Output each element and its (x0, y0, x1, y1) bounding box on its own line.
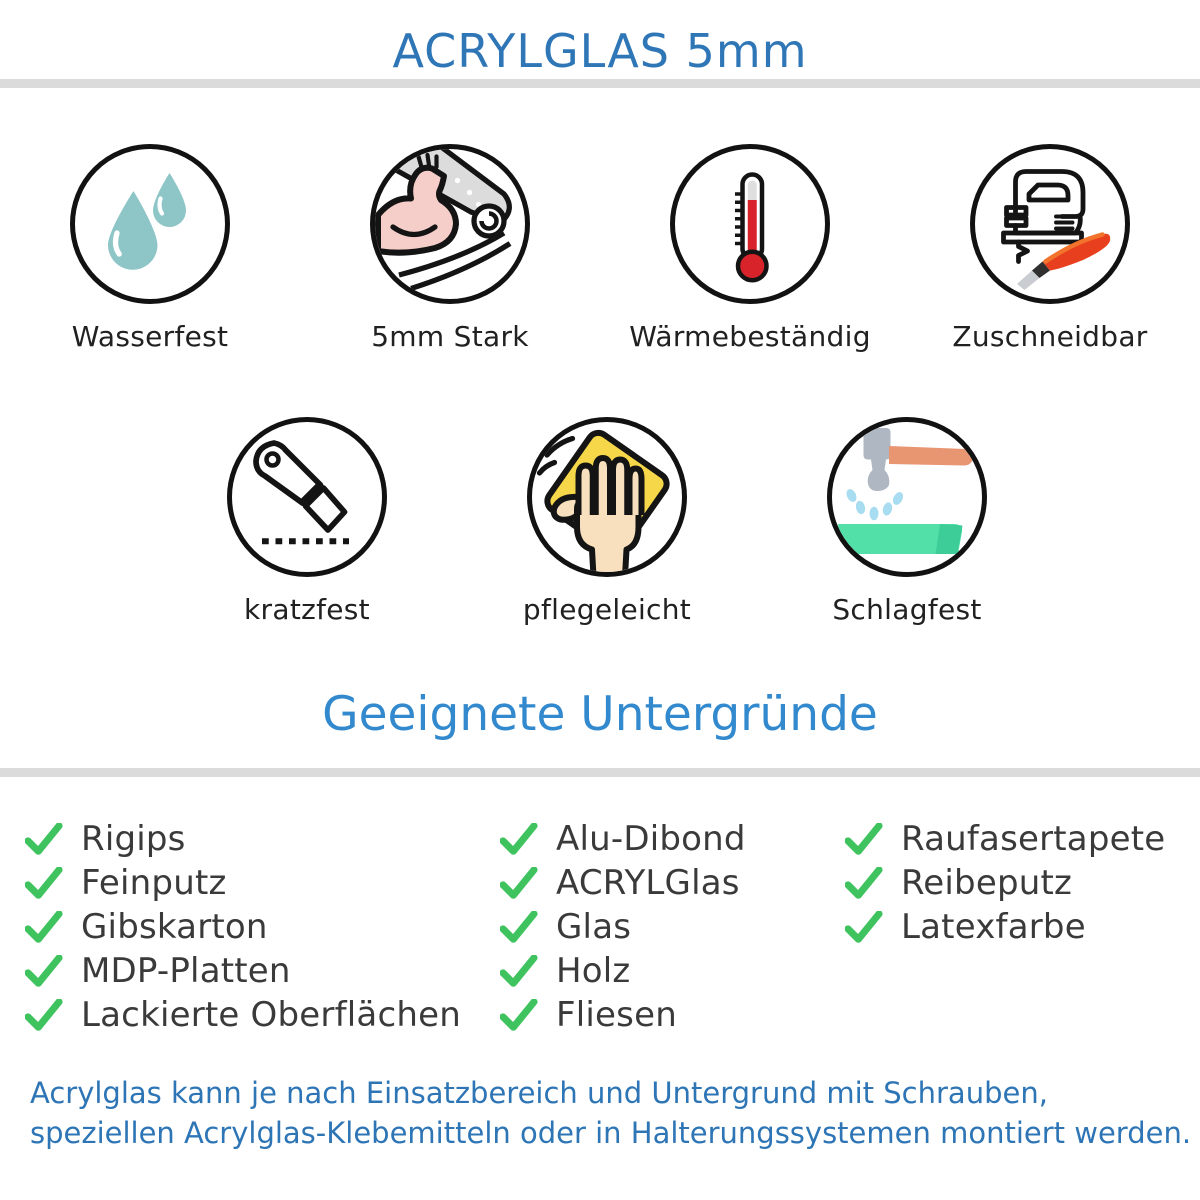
feature-label: Wärmebeständig (629, 320, 871, 353)
substrate-item: Raufasertapete (845, 817, 1200, 861)
substrate-label: Glas (556, 907, 632, 947)
substrate-item: Gibskarton (25, 905, 500, 949)
check-icon (500, 911, 538, 943)
footer-line-1: Acrylglas kann je nach Einsatzbereich un… (30, 1076, 1048, 1110)
substrate-label: Alu-Dibond (556, 819, 746, 859)
check-icon (845, 867, 883, 899)
substrate-item: Alu-Dibond (500, 817, 845, 861)
feature-circle (527, 417, 687, 577)
divider-middle (0, 768, 1200, 777)
check-icon (25, 955, 63, 987)
substrate-label: Reibeputz (901, 863, 1073, 903)
substrate-label: Holz (556, 951, 631, 991)
footer-line-2: speziellen Acrylglas-Klebemitteln oder i… (30, 1116, 1192, 1150)
features-row-2: kratzfest pflegeleicht (0, 417, 1200, 627)
feature-circle (827, 417, 987, 577)
check-icon (845, 823, 883, 855)
feature-zuschneidbar: Zuschneidbar (900, 144, 1200, 354)
feature-circle (227, 417, 387, 577)
check-icon (25, 999, 63, 1031)
substrates-column-3: Raufasertapete Reibeputz Latexfarbe (845, 817, 1200, 1037)
page-title: ACRYLGLAS 5mm (392, 24, 808, 78)
substrate-item: Feinputz (25, 861, 500, 905)
divider-top (0, 79, 1200, 88)
substrates-column-1: Rigips Feinputz Gibskarton MDP-Platten L… (25, 817, 500, 1037)
feature-circle (970, 144, 1130, 304)
substrate-label: ACRYLGlas (556, 863, 740, 903)
substrate-item: Glas (500, 905, 845, 949)
feature-label: kratzfest (244, 593, 370, 626)
substrate-item: MDP-Platten (25, 949, 500, 993)
feature-circle (370, 144, 530, 304)
substrate-label: Latexfarbe (901, 907, 1086, 947)
check-icon (25, 911, 63, 943)
feature-schlagfest: Schlagfest (757, 417, 1057, 627)
feature-pflegeleicht: pflegeleicht (457, 417, 757, 627)
substrate-label: Gibskarton (81, 907, 268, 947)
substrate-item: ACRYLGlas (500, 861, 845, 905)
hammer-icon (838, 428, 974, 554)
thermometer-icon (735, 172, 769, 283)
feature-circle (70, 144, 230, 304)
feature-label: Schlagfest (832, 593, 982, 626)
check-icon (500, 867, 538, 899)
feature-circle (670, 144, 830, 304)
substrate-label: MDP-Platten (81, 951, 291, 991)
substrate-label: Rigips (81, 819, 186, 859)
check-icon (25, 867, 63, 899)
utility-knife-icon (253, 440, 349, 545)
check-icon (500, 955, 538, 987)
substrate-item: Holz (500, 949, 845, 993)
feature-5mm-stark: 5mm Stark (300, 144, 600, 354)
substrate-item: Fliesen (500, 993, 845, 1037)
cleaning-hand-icon (536, 429, 670, 572)
feature-waermebestaendig: Wärmebeständig (600, 144, 900, 354)
substrates-section: Rigips Feinputz Gibskarton MDP-Platten L… (0, 817, 1200, 1037)
footer-note: Acrylglas kann je nach Einsatzbereich un… (30, 1073, 1200, 1153)
check-icon (845, 911, 883, 943)
feature-label: Zuschneidbar (952, 320, 1148, 353)
feature-label: 5mm Stark (371, 320, 529, 353)
feature-label: Wasserfest (71, 320, 229, 353)
substrate-item: Reibeputz (845, 861, 1200, 905)
substrate-item: Rigips (25, 817, 500, 861)
jigsaw-icon (1001, 169, 1111, 290)
substrate-label: Lackierte Oberflächen (81, 995, 461, 1035)
substrate-label: Raufasertapete (901, 819, 1166, 859)
feature-label: pflegeleicht (522, 593, 692, 626)
check-icon (25, 823, 63, 855)
feature-wasserfest: Wasserfest (0, 144, 300, 354)
substrate-label: Fliesen (556, 995, 677, 1035)
section-title: Geeignete Untergründe (322, 687, 878, 742)
substrate-item: Latexfarbe (845, 905, 1200, 949)
features-row-1: Wasserfest 5mm Stark (0, 144, 1200, 354)
substrates-column-2: Alu-Dibond ACRYLGlas Glas Holz Fliesen (500, 817, 845, 1037)
feature-kratzfest: kratzfest (157, 417, 457, 627)
substrate-item: Lackierte Oberflächen (25, 993, 500, 1037)
muscle-arm-icon (375, 149, 512, 292)
water-drops-icon (108, 173, 186, 270)
substrate-label: Feinputz (81, 863, 227, 903)
check-icon (500, 999, 538, 1031)
check-icon (500, 823, 538, 855)
